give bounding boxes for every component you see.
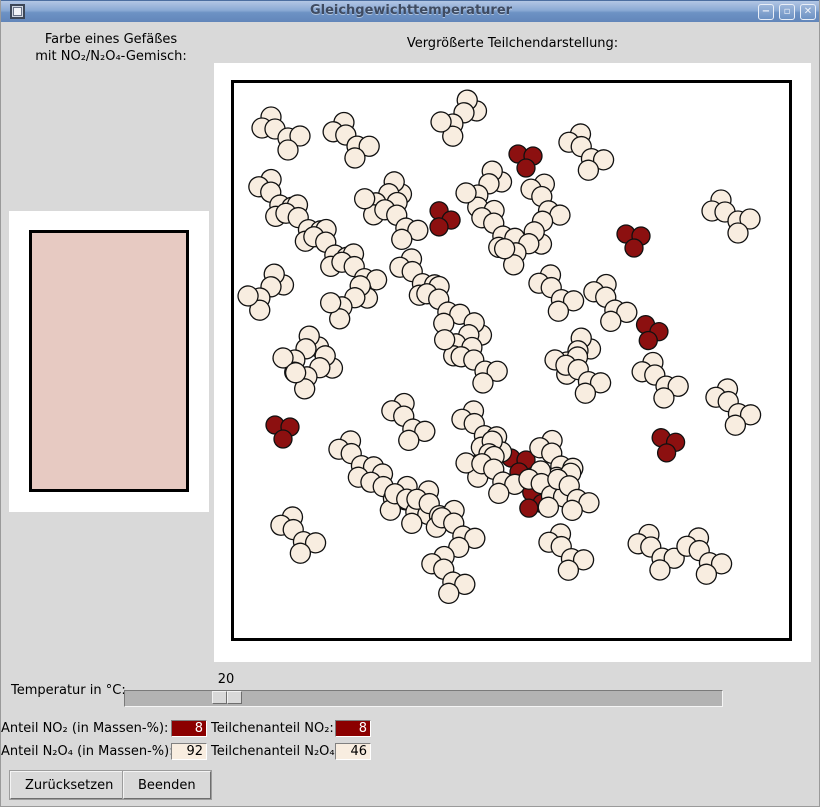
- vessel-color-caption-line2: mit NO₂/N₂O₄-Gemisch:: [35, 49, 187, 64]
- n2o4-molecule: [237, 263, 295, 321]
- app-icon: [10, 4, 25, 19]
- particle-canvas: [237, 89, 762, 605]
- teilchenanteil-n2o4-label: Teilchenanteil N₂O₄:: [211, 744, 339, 759]
- n2o4-molecule: [555, 346, 612, 404]
- n2o4-molecule: [538, 523, 595, 581]
- window-title: Gleichgewichttemperaturer: [309, 3, 513, 18]
- n2o4-molecule: [270, 506, 327, 564]
- n2o4-molecule: [471, 445, 526, 505]
- slider-handle-left[interactable]: [212, 691, 227, 704]
- n2o4-molecule: [493, 221, 553, 276]
- no2-molecule: [635, 314, 669, 351]
- anteil-no2-label: Anteil NO₂ (in Massen-%):: [1, 721, 169, 736]
- teilchenanteil-no2-value: 8: [335, 720, 371, 737]
- n2o4-molecule: [374, 191, 429, 251]
- vessel-panel: [9, 211, 209, 512]
- particle-panel: [214, 63, 811, 662]
- minimize-icon[interactable]: −: [758, 4, 774, 20]
- n2o4-molecule: [430, 89, 488, 147]
- n2o4-molecule: [450, 336, 508, 394]
- n2o4-molecule: [583, 273, 638, 333]
- temperature-slider[interactable]: [124, 690, 723, 707]
- n2o4-molecule: [319, 275, 379, 330]
- no2-molecule: [651, 428, 686, 463]
- n2o4-molecule: [528, 264, 585, 322]
- n2o4-molecule: [431, 499, 486, 559]
- quit-button[interactable]: Beenden: [122, 770, 212, 800]
- vessel-color-swatch: [29, 230, 189, 492]
- n2o4-molecule: [322, 111, 380, 169]
- slider-handle-right[interactable]: [227, 691, 242, 704]
- temperature-label: Temperatur in °C:: [11, 683, 126, 698]
- maximize-icon[interactable]: ▫: [779, 4, 795, 20]
- n2o4-molecule: [381, 392, 436, 452]
- n2o4-molecule: [631, 351, 689, 409]
- n2o4-molecule: [520, 173, 571, 232]
- anteil-no2-value: 8: [171, 720, 207, 737]
- particle-view-caption: Vergrößerte Teilchendarstellung:: [406, 36, 619, 51]
- n2o4-molecule: [455, 160, 513, 218]
- no2-molecule: [265, 415, 300, 449]
- n2o4-molecule: [416, 275, 471, 335]
- n2o4-molecule: [701, 189, 761, 244]
- close-icon[interactable]: ✕: [800, 4, 816, 20]
- temperature-value: 20: [217, 672, 235, 687]
- reset-button[interactable]: Zurücksetzen: [8, 770, 130, 800]
- teilchenanteil-n2o4-value: 46: [335, 743, 371, 760]
- vessel-color-caption: Farbe eines Gefäßes mit NO₂/N₂O₄-Gemisch…: [6, 31, 216, 65]
- n2o4-molecule: [328, 430, 385, 488]
- n2o4-molecule: [421, 545, 476, 605]
- no2-molecule: [508, 144, 543, 178]
- n2o4-molecule: [251, 106, 311, 161]
- vessel-color-caption-line1: Farbe eines Gefäßes: [44, 32, 178, 47]
- title-bar[interactable]: Gleichgewichttemperaturer − ▫ ✕: [1, 0, 819, 22]
- no2-molecule: [616, 224, 651, 258]
- n2o4-molecule: [676, 527, 733, 585]
- no2-molecule: [429, 201, 461, 237]
- n2o4-molecule: [284, 345, 344, 400]
- n2o4-molecule: [547, 462, 600, 522]
- simulation-box: [231, 80, 792, 641]
- n2o4-molecule: [558, 123, 615, 181]
- anteil-n2o4-label: Anteil N₂O₄ (in Massen-%):: [1, 744, 174, 759]
- teilchenanteil-no2-label: Teilchenanteil NO₂:: [211, 721, 334, 736]
- temperature-slider-handle[interactable]: [212, 691, 242, 704]
- n2o4-molecule: [705, 378, 762, 436]
- anteil-n2o4-value: 92: [171, 743, 207, 760]
- n2o4-molecule: [627, 523, 685, 581]
